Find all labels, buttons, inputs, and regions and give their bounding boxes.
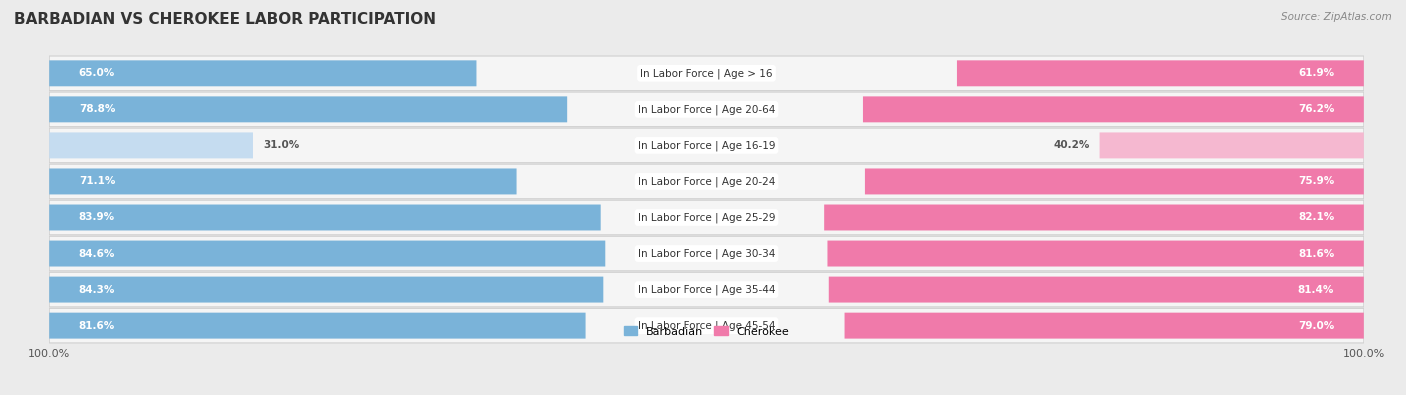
FancyBboxPatch shape xyxy=(49,96,567,122)
FancyBboxPatch shape xyxy=(49,132,253,158)
Text: 84.6%: 84.6% xyxy=(79,248,115,259)
Legend: Barbadian, Cherokee: Barbadian, Cherokee xyxy=(619,322,794,341)
Text: In Labor Force | Age 25-29: In Labor Force | Age 25-29 xyxy=(638,212,775,223)
Text: 84.3%: 84.3% xyxy=(79,284,115,295)
FancyBboxPatch shape xyxy=(865,169,1364,194)
Text: 76.2%: 76.2% xyxy=(1298,104,1334,115)
Text: In Labor Force | Age 45-54: In Labor Force | Age 45-54 xyxy=(638,320,775,331)
FancyBboxPatch shape xyxy=(49,169,516,194)
FancyBboxPatch shape xyxy=(863,96,1364,122)
Text: 75.9%: 75.9% xyxy=(1298,177,1334,186)
Text: In Labor Force | Age 35-44: In Labor Force | Age 35-44 xyxy=(638,284,775,295)
FancyBboxPatch shape xyxy=(49,308,1364,343)
FancyBboxPatch shape xyxy=(49,56,1364,90)
FancyBboxPatch shape xyxy=(49,60,477,86)
FancyBboxPatch shape xyxy=(49,241,606,267)
FancyBboxPatch shape xyxy=(49,276,603,303)
FancyBboxPatch shape xyxy=(49,128,1364,163)
Text: 81.4%: 81.4% xyxy=(1298,284,1334,295)
Text: 31.0%: 31.0% xyxy=(263,140,299,150)
Text: BARBADIAN VS CHEROKEE LABOR PARTICIPATION: BARBADIAN VS CHEROKEE LABOR PARTICIPATIO… xyxy=(14,12,436,27)
FancyBboxPatch shape xyxy=(49,164,1364,199)
FancyBboxPatch shape xyxy=(824,205,1364,230)
FancyBboxPatch shape xyxy=(957,60,1364,86)
Text: 78.8%: 78.8% xyxy=(79,104,115,115)
FancyBboxPatch shape xyxy=(828,241,1364,267)
Text: 79.0%: 79.0% xyxy=(1298,321,1334,331)
Text: 82.1%: 82.1% xyxy=(1298,213,1334,222)
FancyBboxPatch shape xyxy=(845,313,1364,339)
FancyBboxPatch shape xyxy=(49,236,1364,271)
Text: 81.6%: 81.6% xyxy=(1298,248,1334,259)
FancyBboxPatch shape xyxy=(49,313,585,339)
Text: In Labor Force | Age 16-19: In Labor Force | Age 16-19 xyxy=(638,140,775,150)
FancyBboxPatch shape xyxy=(828,276,1364,303)
Text: Source: ZipAtlas.com: Source: ZipAtlas.com xyxy=(1281,12,1392,22)
FancyBboxPatch shape xyxy=(49,200,1364,235)
FancyBboxPatch shape xyxy=(49,205,600,230)
Text: 65.0%: 65.0% xyxy=(79,68,115,78)
Text: 71.1%: 71.1% xyxy=(79,177,115,186)
Text: 81.6%: 81.6% xyxy=(79,321,115,331)
Text: In Labor Force | Age > 16: In Labor Force | Age > 16 xyxy=(640,68,773,79)
Text: 40.2%: 40.2% xyxy=(1053,140,1090,150)
Text: In Labor Force | Age 30-34: In Labor Force | Age 30-34 xyxy=(638,248,775,259)
Text: 61.9%: 61.9% xyxy=(1298,68,1334,78)
FancyBboxPatch shape xyxy=(49,272,1364,307)
Text: In Labor Force | Age 20-64: In Labor Force | Age 20-64 xyxy=(638,104,775,115)
FancyBboxPatch shape xyxy=(49,92,1364,127)
Text: 83.9%: 83.9% xyxy=(79,213,115,222)
Text: In Labor Force | Age 20-24: In Labor Force | Age 20-24 xyxy=(638,176,775,187)
FancyBboxPatch shape xyxy=(1099,132,1364,158)
